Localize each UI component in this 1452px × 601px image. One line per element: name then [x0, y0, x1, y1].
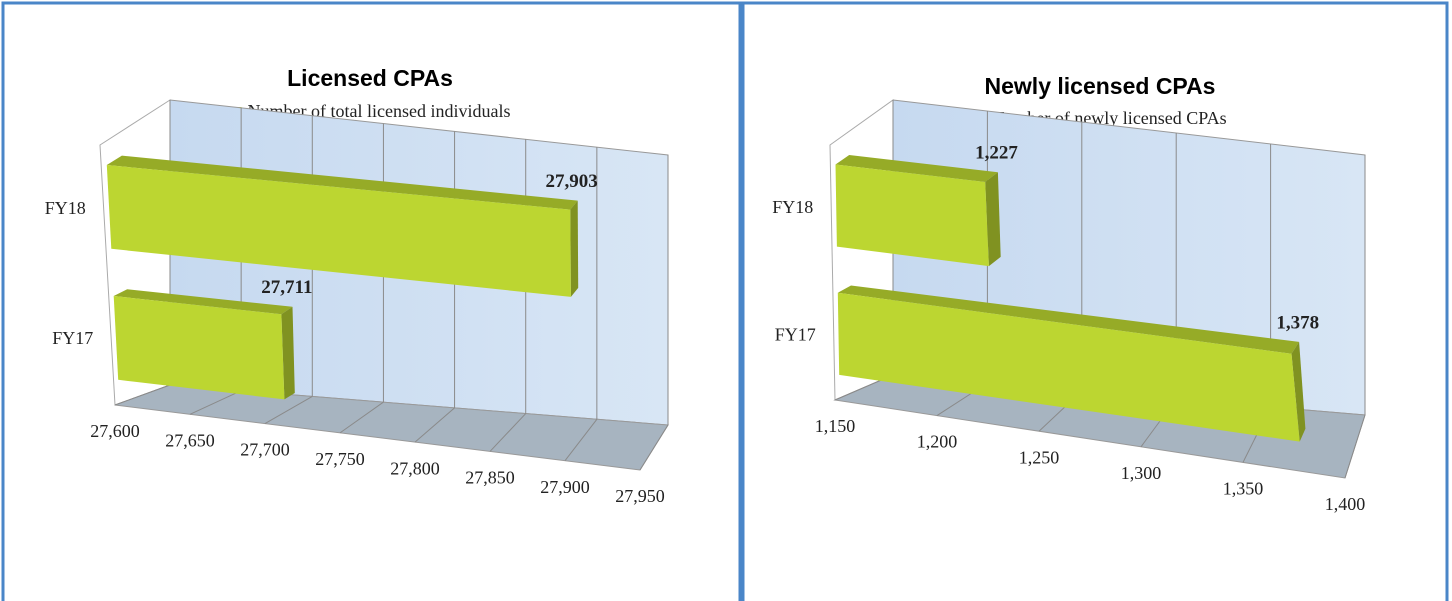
- floor-grid-line: [189, 390, 242, 415]
- bar: [106, 165, 571, 297]
- bar-top: [106, 155, 578, 210]
- y-tick-label: FY18: [772, 197, 813, 217]
- floor-grid-line: [564, 418, 598, 462]
- chart-title: Newly licensed CPAs: [985, 73, 1216, 99]
- floor-grid-line: [414, 407, 455, 443]
- bar-end: [985, 172, 1001, 267]
- x-tick-label: 27,850: [465, 468, 515, 488]
- chart-title: Licensed CPAs: [287, 65, 453, 91]
- x-tick-label: 1,250: [1019, 447, 1060, 467]
- left-panel-frame: [1, 1, 742, 601]
- floor-grid-line: [339, 401, 384, 434]
- x-tick-label: 1,350: [1223, 479, 1264, 499]
- floor-grid-line: [639, 424, 669, 471]
- value-label: 27,903: [545, 171, 597, 192]
- floor-grid-line: [114, 384, 171, 406]
- x-tick-label: 27,650: [165, 430, 215, 450]
- x-tick-label: 27,750: [315, 449, 365, 469]
- x-tick-label: 27,700: [240, 440, 290, 460]
- y-tick-label: FY18: [45, 198, 86, 218]
- right-panel-frame: [741, 1, 1449, 601]
- y-tick-label: FY17: [52, 328, 93, 348]
- bar: [835, 164, 989, 267]
- x-tick-label: 1,400: [1325, 494, 1366, 514]
- bar: [113, 296, 285, 400]
- x-tick-label: 27,800: [390, 458, 440, 478]
- x-tick-label: 1,200: [917, 432, 958, 452]
- value-label: 1,378: [1276, 312, 1319, 333]
- bar: [837, 292, 1300, 442]
- x-tick-label: 27,900: [540, 477, 590, 497]
- bar-end: [570, 200, 579, 297]
- x-tick-label: 27,600: [90, 421, 140, 441]
- x-tick-label: 1,300: [1121, 463, 1162, 483]
- x-tick-label: 27,950: [615, 486, 665, 506]
- floor-grid-line: [489, 413, 527, 452]
- floor-grid-line: [1344, 414, 1366, 479]
- bar-end: [281, 306, 295, 400]
- value-label: 27,711: [261, 277, 312, 298]
- bar-top: [113, 289, 293, 315]
- x-tick-label: 1,150: [815, 416, 856, 436]
- bar-top: [837, 285, 1300, 354]
- bar-end: [1291, 341, 1306, 442]
- y-tick-label: FY17: [775, 324, 816, 344]
- floor-grid-line: [264, 395, 313, 425]
- bar-top: [835, 155, 998, 182]
- value-label: 1,227: [975, 143, 1018, 164]
